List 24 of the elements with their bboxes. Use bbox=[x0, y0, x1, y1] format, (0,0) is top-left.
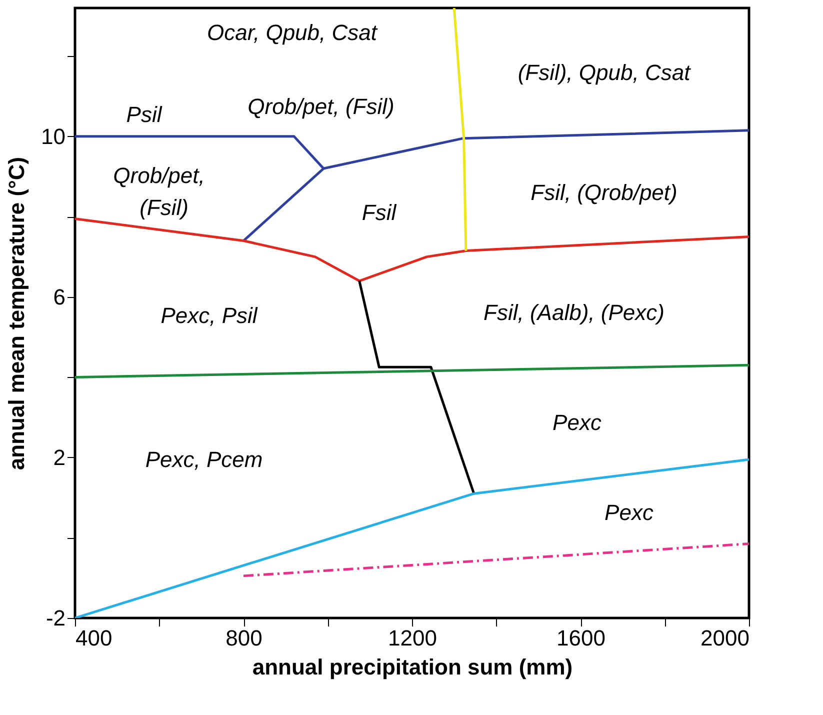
annotation: Fsil, (Aalb), (Pexc) bbox=[484, 300, 664, 325]
annotation: (Fsil) bbox=[140, 195, 188, 220]
x-tick-label: 400 bbox=[76, 626, 112, 650]
y-tick-label: 2 bbox=[53, 444, 66, 470]
annotation: Qrob/pet, bbox=[113, 163, 205, 188]
annotation: Pexc, Psil bbox=[160, 303, 258, 328]
annotation: Pexc bbox=[604, 500, 654, 525]
annotation: Fsil bbox=[362, 200, 398, 225]
annotation: Psil bbox=[126, 102, 163, 127]
y-tick-label: 6 bbox=[53, 284, 66, 310]
y-axis-title: annual mean temperature (°C) bbox=[4, 156, 30, 470]
y-tick-label: -2 bbox=[46, 606, 66, 630]
annotation: Fsil, (Qrob/pet) bbox=[530, 180, 678, 205]
annotation: Ocar, Qpub, Csat bbox=[207, 20, 378, 45]
x-tick-label: 2000 bbox=[700, 626, 750, 650]
y-tick-label: 10 bbox=[41, 124, 66, 149]
x-tick-label: 1200 bbox=[388, 626, 437, 650]
x-tick-label: 1600 bbox=[556, 626, 606, 650]
annotation: Qrob/pet, (Fsil) bbox=[248, 94, 394, 119]
annotation: Pexc, Pcem bbox=[145, 447, 263, 472]
annotation: (Fsil), Qpub, Csat bbox=[518, 60, 692, 85]
x-tick-label: 800 bbox=[226, 626, 262, 650]
annotation: Pexc bbox=[552, 410, 602, 435]
x-axis-title: annual precipitation sum (mm) bbox=[252, 654, 573, 680]
